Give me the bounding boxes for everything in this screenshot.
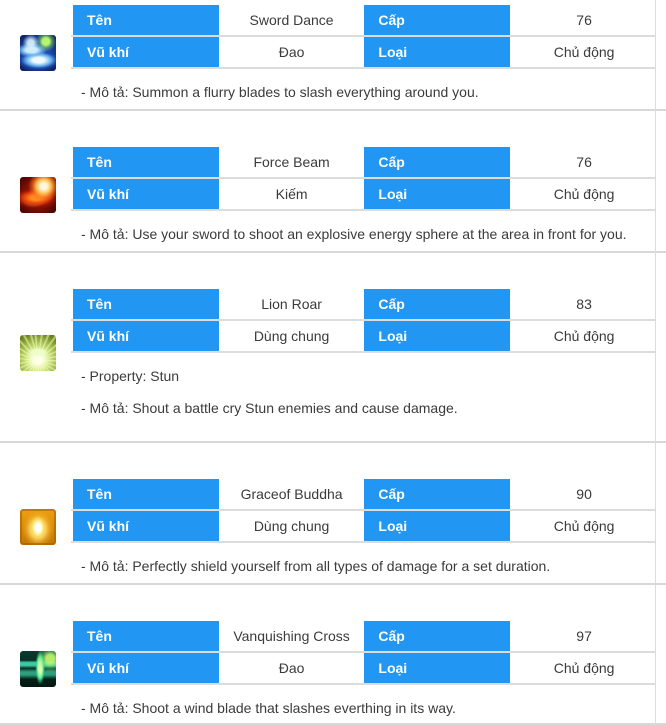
value-name: Vanquishing Cross [219, 621, 364, 653]
value-level: 76 [511, 5, 656, 37]
label-name: Tên [71, 147, 221, 179]
value-level: 90 [511, 479, 656, 511]
skill-row: Tên Force Beam Cấp 76 Vũ khí Kiếm Loại C… [0, 111, 666, 253]
label-weapon: Vũ khí [71, 510, 221, 543]
label-level: Cấp [362, 479, 513, 511]
value-name: Lion Roar [219, 289, 364, 321]
value-type: Chủ động [511, 178, 656, 211]
skill-content: Tên Graceof Buddha Cấp 90 Vũ khí Dùng ch… [71, 479, 656, 575]
value-type: Chủ động [511, 320, 656, 353]
sword-dance-icon [20, 35, 56, 71]
value-weapon: Dùng chung [219, 510, 364, 543]
vanquishing-cross-icon [20, 651, 56, 687]
label-level: Cấp [362, 5, 513, 37]
value-weapon: Đao [219, 36, 364, 69]
label-level: Cấp [362, 289, 513, 321]
graceof-buddha-icon [20, 509, 56, 545]
label-name: Tên [71, 5, 221, 37]
skill-description: - Mô tả: Use your sword to shoot an expl… [81, 226, 627, 242]
label-name: Tên [71, 479, 221, 511]
label-level: Cấp [362, 621, 513, 653]
skill-content: Tên Force Beam Cấp 76 Vũ khí Kiếm Loại C… [71, 147, 656, 243]
skill-content: Tên Lion Roar Cấp 83 Vũ khí Dùng chung L… [71, 289, 656, 417]
label-type: Loại [362, 320, 513, 353]
label-type: Loại [362, 36, 513, 69]
skill-icon-cell [5, 5, 71, 101]
value-type: Chủ động [511, 36, 656, 69]
value-level: 97 [511, 621, 656, 653]
skill-info-table: Tên Sword Dance Cấp 76 Vũ khí Đao Loại C… [71, 5, 656, 69]
skill-row: Tên Lion Roar Cấp 83 Vũ khí Dùng chung L… [0, 253, 666, 443]
skill-icon-cell [5, 621, 71, 717]
skill-icon-cell [5, 147, 71, 243]
label-name: Tên [71, 621, 221, 653]
label-name: Tên [71, 289, 221, 321]
skill-description: - Mô tả: Shout a battle cry Stun enemies… [81, 400, 458, 416]
skill-row: Tên Graceof Buddha Cấp 90 Vũ khí Dùng ch… [0, 443, 666, 585]
label-weapon: Vũ khí [71, 178, 221, 211]
skill-info-table: Tên Vanquishing Cross Cấp 97 Vũ khí Đao … [71, 621, 656, 685]
skill-icon-cell [5, 289, 71, 417]
value-name: Graceof Buddha [219, 479, 364, 511]
label-type: Loại [362, 178, 513, 211]
skill-description: - Mô tả: Perfectly shield yourself from … [81, 558, 551, 574]
value-level: 83 [511, 289, 656, 321]
label-weapon: Vũ khí [71, 320, 221, 353]
skill-description: - Mô tả: Summon a flurry blades to slash… [81, 84, 479, 100]
value-weapon: Kiếm [219, 178, 364, 211]
label-type: Loại [362, 510, 513, 543]
label-level: Cấp [362, 147, 513, 179]
force-beam-icon [20, 177, 56, 213]
skill-row: Tên Sword Dance Cấp 76 Vũ khí Đao Loại C… [0, 0, 666, 111]
value-name: Sword Dance [219, 5, 364, 37]
skill-row: Tên Vanquishing Cross Cấp 97 Vũ khí Đao … [0, 585, 666, 725]
skill-property: - Property: Stun [81, 368, 180, 384]
skill-info-table: Tên Force Beam Cấp 76 Vũ khí Kiếm Loại C… [71, 147, 656, 211]
skill-description: - Mô tả: Shoot a wind blade that slashes… [81, 700, 456, 716]
label-type: Loại [362, 652, 513, 685]
skill-content: Tên Vanquishing Cross Cấp 97 Vũ khí Đao … [71, 621, 656, 717]
value-weapon: Dùng chung [219, 320, 364, 353]
skill-content: Tên Sword Dance Cấp 76 Vũ khí Đao Loại C… [71, 5, 656, 101]
table-right-border [655, 0, 656, 725]
skill-icon-cell [5, 479, 71, 575]
value-type: Chủ động [511, 652, 656, 685]
value-weapon: Đao [219, 652, 364, 685]
label-weapon: Vũ khí [71, 652, 221, 685]
value-level: 76 [511, 147, 656, 179]
skill-info-table: Tên Graceof Buddha Cấp 90 Vũ khí Dùng ch… [71, 479, 656, 543]
label-weapon: Vũ khí [71, 36, 221, 69]
lion-roar-icon [20, 335, 56, 371]
skill-info-table: Tên Lion Roar Cấp 83 Vũ khí Dùng chung L… [71, 289, 656, 353]
value-name: Force Beam [219, 147, 364, 179]
value-type: Chủ động [511, 510, 656, 543]
